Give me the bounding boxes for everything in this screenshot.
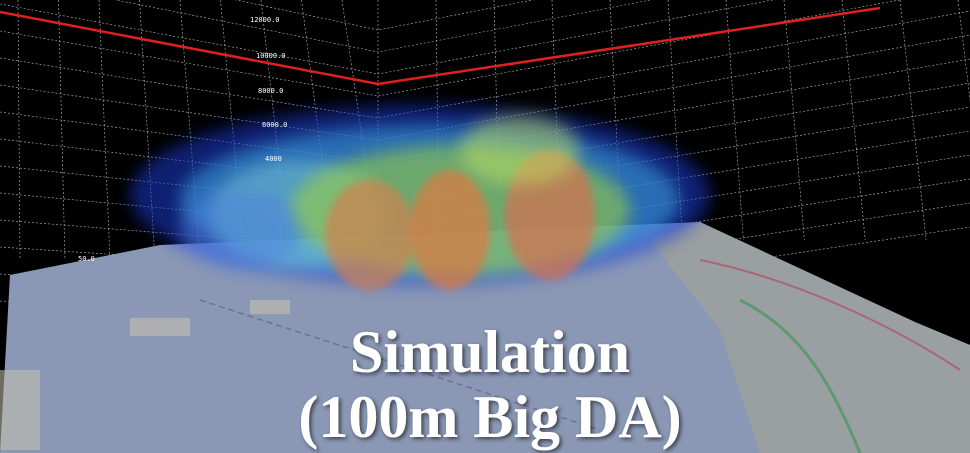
page: 12000.0 10000.0 8000.0 6000.0 4000 50.0 Simul… (0, 0, 970, 453)
axis-label: 4000 (265, 155, 282, 163)
caption-line: (100m Big DA) (298, 384, 681, 450)
axis-label: 50.0 (78, 255, 95, 263)
axis-label: 10000.0 (256, 52, 286, 60)
scene: 12000.0 10000.0 8000.0 6000.0 4000 50.0 Simul… (0, 0, 970, 453)
axis-label: 8000.0 (258, 87, 283, 95)
caption-line: Simulation (350, 319, 630, 385)
axis-label: 6000.0 (262, 121, 287, 129)
caption: Simulation (100m Big DA) (298, 319, 681, 450)
axis-label: 12000.0 (250, 16, 280, 24)
